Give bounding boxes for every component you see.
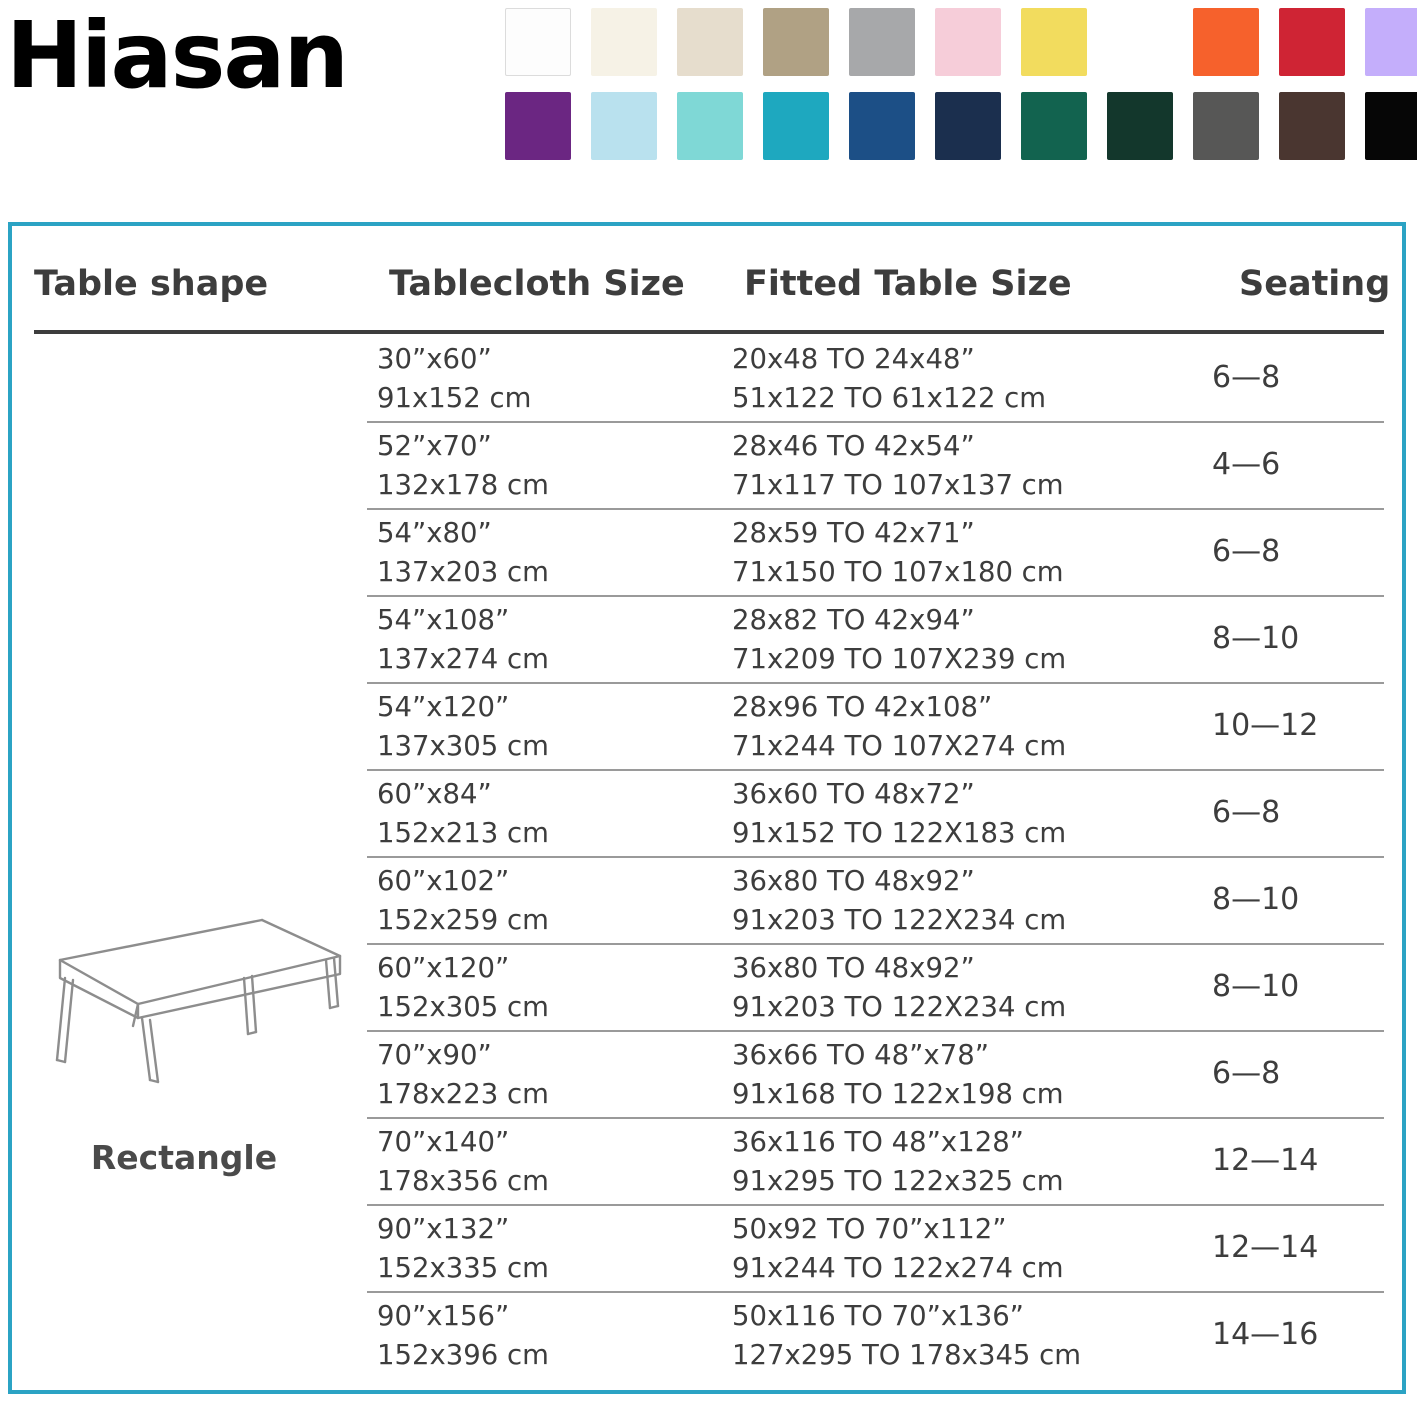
cell-tablecloth-size: 54”x80” 137x203 cm — [377, 517, 549, 588]
cell-fitted-table-size: 50x116 TO 70”x136” 127x295 TO 178x345 cm — [732, 1300, 1082, 1371]
color-swatch-purple[interactable] — [505, 92, 571, 160]
cell-seating: 4—6 — [1212, 447, 1281, 482]
page-header: Hiasan — [0, 0, 1417, 170]
cell-tablecloth-size: 70”x140” 178x356 cm — [377, 1126, 549, 1197]
cell-fitted-table-size: 36x80 TO 48x92” 91x203 TO 122X234 cm — [732, 952, 1067, 1023]
color-swatch-ivory[interactable] — [591, 8, 657, 76]
column-header-fitted-table-size: Fitted Table Size — [744, 264, 1072, 304]
table-header-row: Table shape Tablecloth Size Fitted Table… — [34, 264, 1390, 326]
table-row: 60”x84” 152x213 cm 36x60 TO 48x72” 91x152 T… — [367, 771, 1384, 858]
cell-fitted-table-size: 36x80 TO 48x92” 91x203 TO 122X234 cm — [732, 865, 1067, 936]
table-row: 54”x120” 137x305 cm 28x96 TO 42x108” 71x244… — [367, 684, 1384, 771]
cell-seating: 14—16 — [1212, 1317, 1319, 1352]
cell-tablecloth-size: 90”x132” 152x335 cm — [377, 1213, 549, 1284]
table-row: 54”x108” 137x274 cm 28x82 TO 42x94” 71x209 … — [367, 597, 1384, 684]
color-swatch-taupe[interactable] — [763, 8, 829, 76]
color-swatch-yellow[interactable] — [1021, 8, 1087, 76]
cell-fitted-table-size: 50x92 TO 70”x112” 91x244 TO 122x274 cm — [732, 1213, 1064, 1284]
cell-seating: 8—10 — [1212, 882, 1300, 917]
cell-fitted-table-size: 28x46 TO 42x54” 71x117 TO 107x137 cm — [732, 430, 1064, 501]
color-swatch-gold[interactable] — [1107, 8, 1173, 76]
table-row: 90”x156” 152x396 cm 50x116 TO 70”x136” 127x… — [367, 1293, 1384, 1380]
cell-tablecloth-size: 30”x60” 91x152 cm — [377, 343, 532, 414]
color-swatch-beige[interactable] — [677, 8, 743, 76]
cell-fitted-table-size: 36x66 TO 48”x78” 91x168 TO 122x198 cm — [732, 1039, 1064, 1110]
cell-seating: 12—14 — [1212, 1143, 1319, 1178]
table-row: 70”x90” 178x223 cm 36x66 TO 48”x78” 91x168 … — [367, 1032, 1384, 1119]
table-row: 52”x70” 132x178 cm 28x46 TO 42x54” 71x117 T… — [367, 423, 1384, 510]
table-row: 30”x60” 91x152 cm 20x48 TO 24x48” 51x122 TO… — [367, 336, 1384, 423]
color-swatch-orange[interactable] — [1193, 8, 1259, 76]
color-swatch-light-pink[interactable] — [935, 8, 1001, 76]
cell-seating: 6—8 — [1212, 534, 1281, 569]
color-swatch-teal[interactable] — [763, 92, 829, 160]
cell-tablecloth-size: 70”x90” 178x223 cm — [377, 1039, 549, 1110]
table-row: 70”x140” 178x356 cm 36x116 TO 48”x128” 91x2… — [367, 1119, 1384, 1206]
cell-fitted-table-size: 28x82 TO 42x94” 71x209 TO 107X239 cm — [732, 604, 1067, 675]
cell-tablecloth-size: 90”x156” 152x396 cm — [377, 1300, 549, 1371]
shape-label: Rectangle — [90, 1138, 278, 1177]
color-swatch-lavender[interactable] — [1365, 8, 1417, 76]
cell-tablecloth-size: 60”x120” 152x305 cm — [377, 952, 549, 1023]
cell-fitted-table-size: 36x116 TO 48”x128” 91x295 TO 122x325 cm — [732, 1126, 1064, 1197]
cell-fitted-table-size: 20x48 TO 24x48” 51x122 TO 61x122 cm — [732, 343, 1047, 414]
cell-seating: 8—10 — [1212, 621, 1300, 656]
cell-tablecloth-size: 60”x84” 152x213 cm — [377, 778, 549, 849]
table-body: 30”x60” 91x152 cm 20x48 TO 24x48” 51x122 TO… — [367, 336, 1384, 1380]
color-swatch-navy[interactable] — [935, 92, 1001, 160]
column-header-table-shape: Table shape — [34, 264, 269, 304]
color-swatch-green[interactable] — [1021, 92, 1087, 160]
cell-tablecloth-size: 60”x102” 152x259 cm — [377, 865, 549, 936]
color-swatch-powder-blue[interactable] — [591, 92, 657, 160]
table-row: 60”x102” 152x259 cm 36x80 TO 48x92” 91x203 … — [367, 858, 1384, 945]
column-header-seating: Seating — [1239, 264, 1391, 304]
cell-seating: 6—8 — [1212, 360, 1281, 395]
color-swatch-black[interactable] — [1365, 92, 1417, 160]
cell-seating: 6—8 — [1212, 795, 1281, 830]
cell-fitted-table-size: 28x96 TO 42x108” 71x244 TO 107X274 cm — [732, 691, 1067, 762]
size-chart-panel: Table shape Tablecloth Size Fitted Table… — [8, 222, 1406, 1394]
column-header-tablecloth-size: Tablecloth Size — [389, 264, 685, 304]
table-row: 90”x132” 152x335 cm 50x92 TO 70”x112” 91x24… — [367, 1206, 1384, 1293]
color-swatch-red[interactable] — [1279, 8, 1345, 76]
cell-tablecloth-size: 52”x70” 132x178 cm — [377, 430, 549, 501]
cell-tablecloth-size: 54”x120” 137x305 cm — [377, 691, 549, 762]
color-swatch-royal-blue[interactable] — [849, 92, 915, 160]
color-swatch-dark-green[interactable] — [1107, 92, 1173, 160]
color-swatch-grid — [505, 8, 1417, 164]
cell-fitted-table-size: 28x59 TO 42x71” 71x150 TO 107x180 cm — [732, 517, 1064, 588]
cell-fitted-table-size: 36x60 TO 48x72” 91x152 TO 122X183 cm — [732, 778, 1067, 849]
color-swatch-aqua[interactable] — [677, 92, 743, 160]
table-shape-column: Rectangle — [34, 338, 354, 1348]
color-swatch-dark-brown[interactable] — [1279, 92, 1345, 160]
color-swatch-white[interactable] — [505, 8, 571, 76]
cell-seating: 12—14 — [1212, 1230, 1319, 1265]
color-swatch-charcoal[interactable] — [1193, 92, 1259, 160]
header-divider — [34, 330, 1384, 334]
brand-logo: Hiasan — [6, 2, 349, 109]
color-swatch-gray[interactable] — [849, 8, 915, 76]
cell-seating: 6—8 — [1212, 1056, 1281, 1091]
cell-tablecloth-size: 54”x108” 137x274 cm — [377, 604, 549, 675]
rectangle-table-icon — [30, 908, 350, 1088]
table-row: 54”x80” 137x203 cm 28x59 TO 42x71” 71x150 T… — [367, 510, 1384, 597]
cell-seating: 8—10 — [1212, 969, 1300, 1004]
cell-seating: 10—12 — [1212, 708, 1319, 743]
table-row: 60”x120” 152x305 cm 36x80 TO 48x92” 91x203 … — [367, 945, 1384, 1032]
